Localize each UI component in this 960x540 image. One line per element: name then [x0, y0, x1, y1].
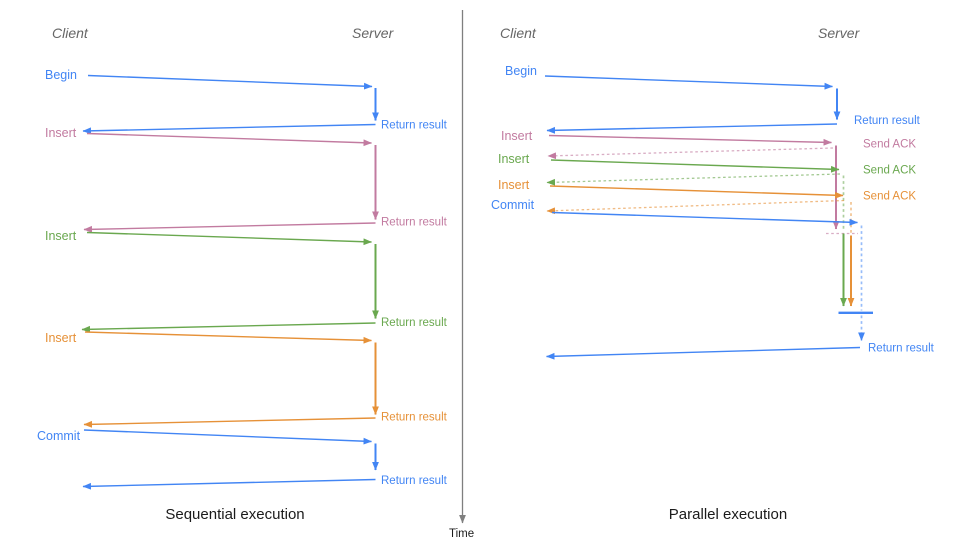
seq-insert3-return-line [83, 417, 376, 428]
seq-begin-label: Begin [45, 68, 77, 82]
par-commit-label: Commit [491, 198, 535, 212]
seq-commit-label: Commit [37, 429, 81, 443]
par-title: Parallel execution [669, 506, 787, 523]
par-commit-return-label: Return result [868, 343, 935, 355]
par-begin-return-line [546, 123, 838, 134]
seq-insert2-return-label: Return result [381, 317, 448, 329]
sequential-diagram: Client Server Begin Return result Insert… [37, 25, 448, 523]
par-insert1-ack-line [547, 147, 834, 160]
seq-commit-request-line [83, 429, 372, 445]
seq-insert2-return-line [81, 322, 376, 333]
time-axis-label: Time [449, 528, 474, 540]
seq-insert3-label: Insert [45, 331, 77, 345]
par-insert1-request-line [548, 134, 832, 146]
seq-insert3-return-label: Return result [381, 412, 448, 424]
par-begin-request-line [544, 75, 833, 90]
time-axis: Time [449, 10, 474, 540]
par-insert1-ack-label: Send ACK [863, 139, 916, 151]
seq-insert2-label: Insert [45, 229, 77, 243]
par-begin-return-label: Return result [854, 115, 921, 127]
parallel-diagram: Client Server Begin Return result Insert… [491, 25, 935, 523]
par-insert3-ack-label: Send ACK [863, 191, 916, 203]
seq-insert1-request-line [86, 132, 372, 147]
par-insert2-label: Insert [498, 152, 530, 166]
seq-client-header: Client [52, 25, 89, 41]
seq-begin-request-line [87, 74, 373, 90]
seq-title: Sequential execution [165, 506, 304, 523]
par-insert3-ack-line [546, 199, 845, 215]
seq-commit-return-line [82, 478, 376, 490]
par-server-header: Server [818, 25, 861, 41]
seq-insert1-return-label: Return result [381, 217, 448, 229]
par-begin-label: Begin [505, 64, 537, 78]
par-commit-request-line [551, 211, 858, 226]
par-insert2-ack-label: Send ACK [863, 165, 916, 177]
par-insert2-request-line [550, 159, 840, 173]
par-insert2-ack-line [546, 173, 841, 186]
seq-insert1-return-line [83, 222, 376, 233]
seq-server-header: Server [352, 25, 395, 41]
seq-begin-return-label: Return result [381, 120, 448, 132]
par-commit-return-line [546, 346, 861, 360]
seq-insert2-request-line [86, 231, 372, 246]
seq-commit-return-label: Return result [381, 475, 448, 487]
seq-insert3-request-line [84, 331, 372, 344]
par-insert1-label: Insert [501, 129, 533, 143]
seq-insert1-label: Insert [45, 126, 77, 140]
par-insert3-label: Insert [498, 178, 530, 192]
par-client-header: Client [500, 25, 537, 41]
seq-begin-return-line [82, 123, 376, 135]
par-insert3-request-line [549, 185, 844, 199]
